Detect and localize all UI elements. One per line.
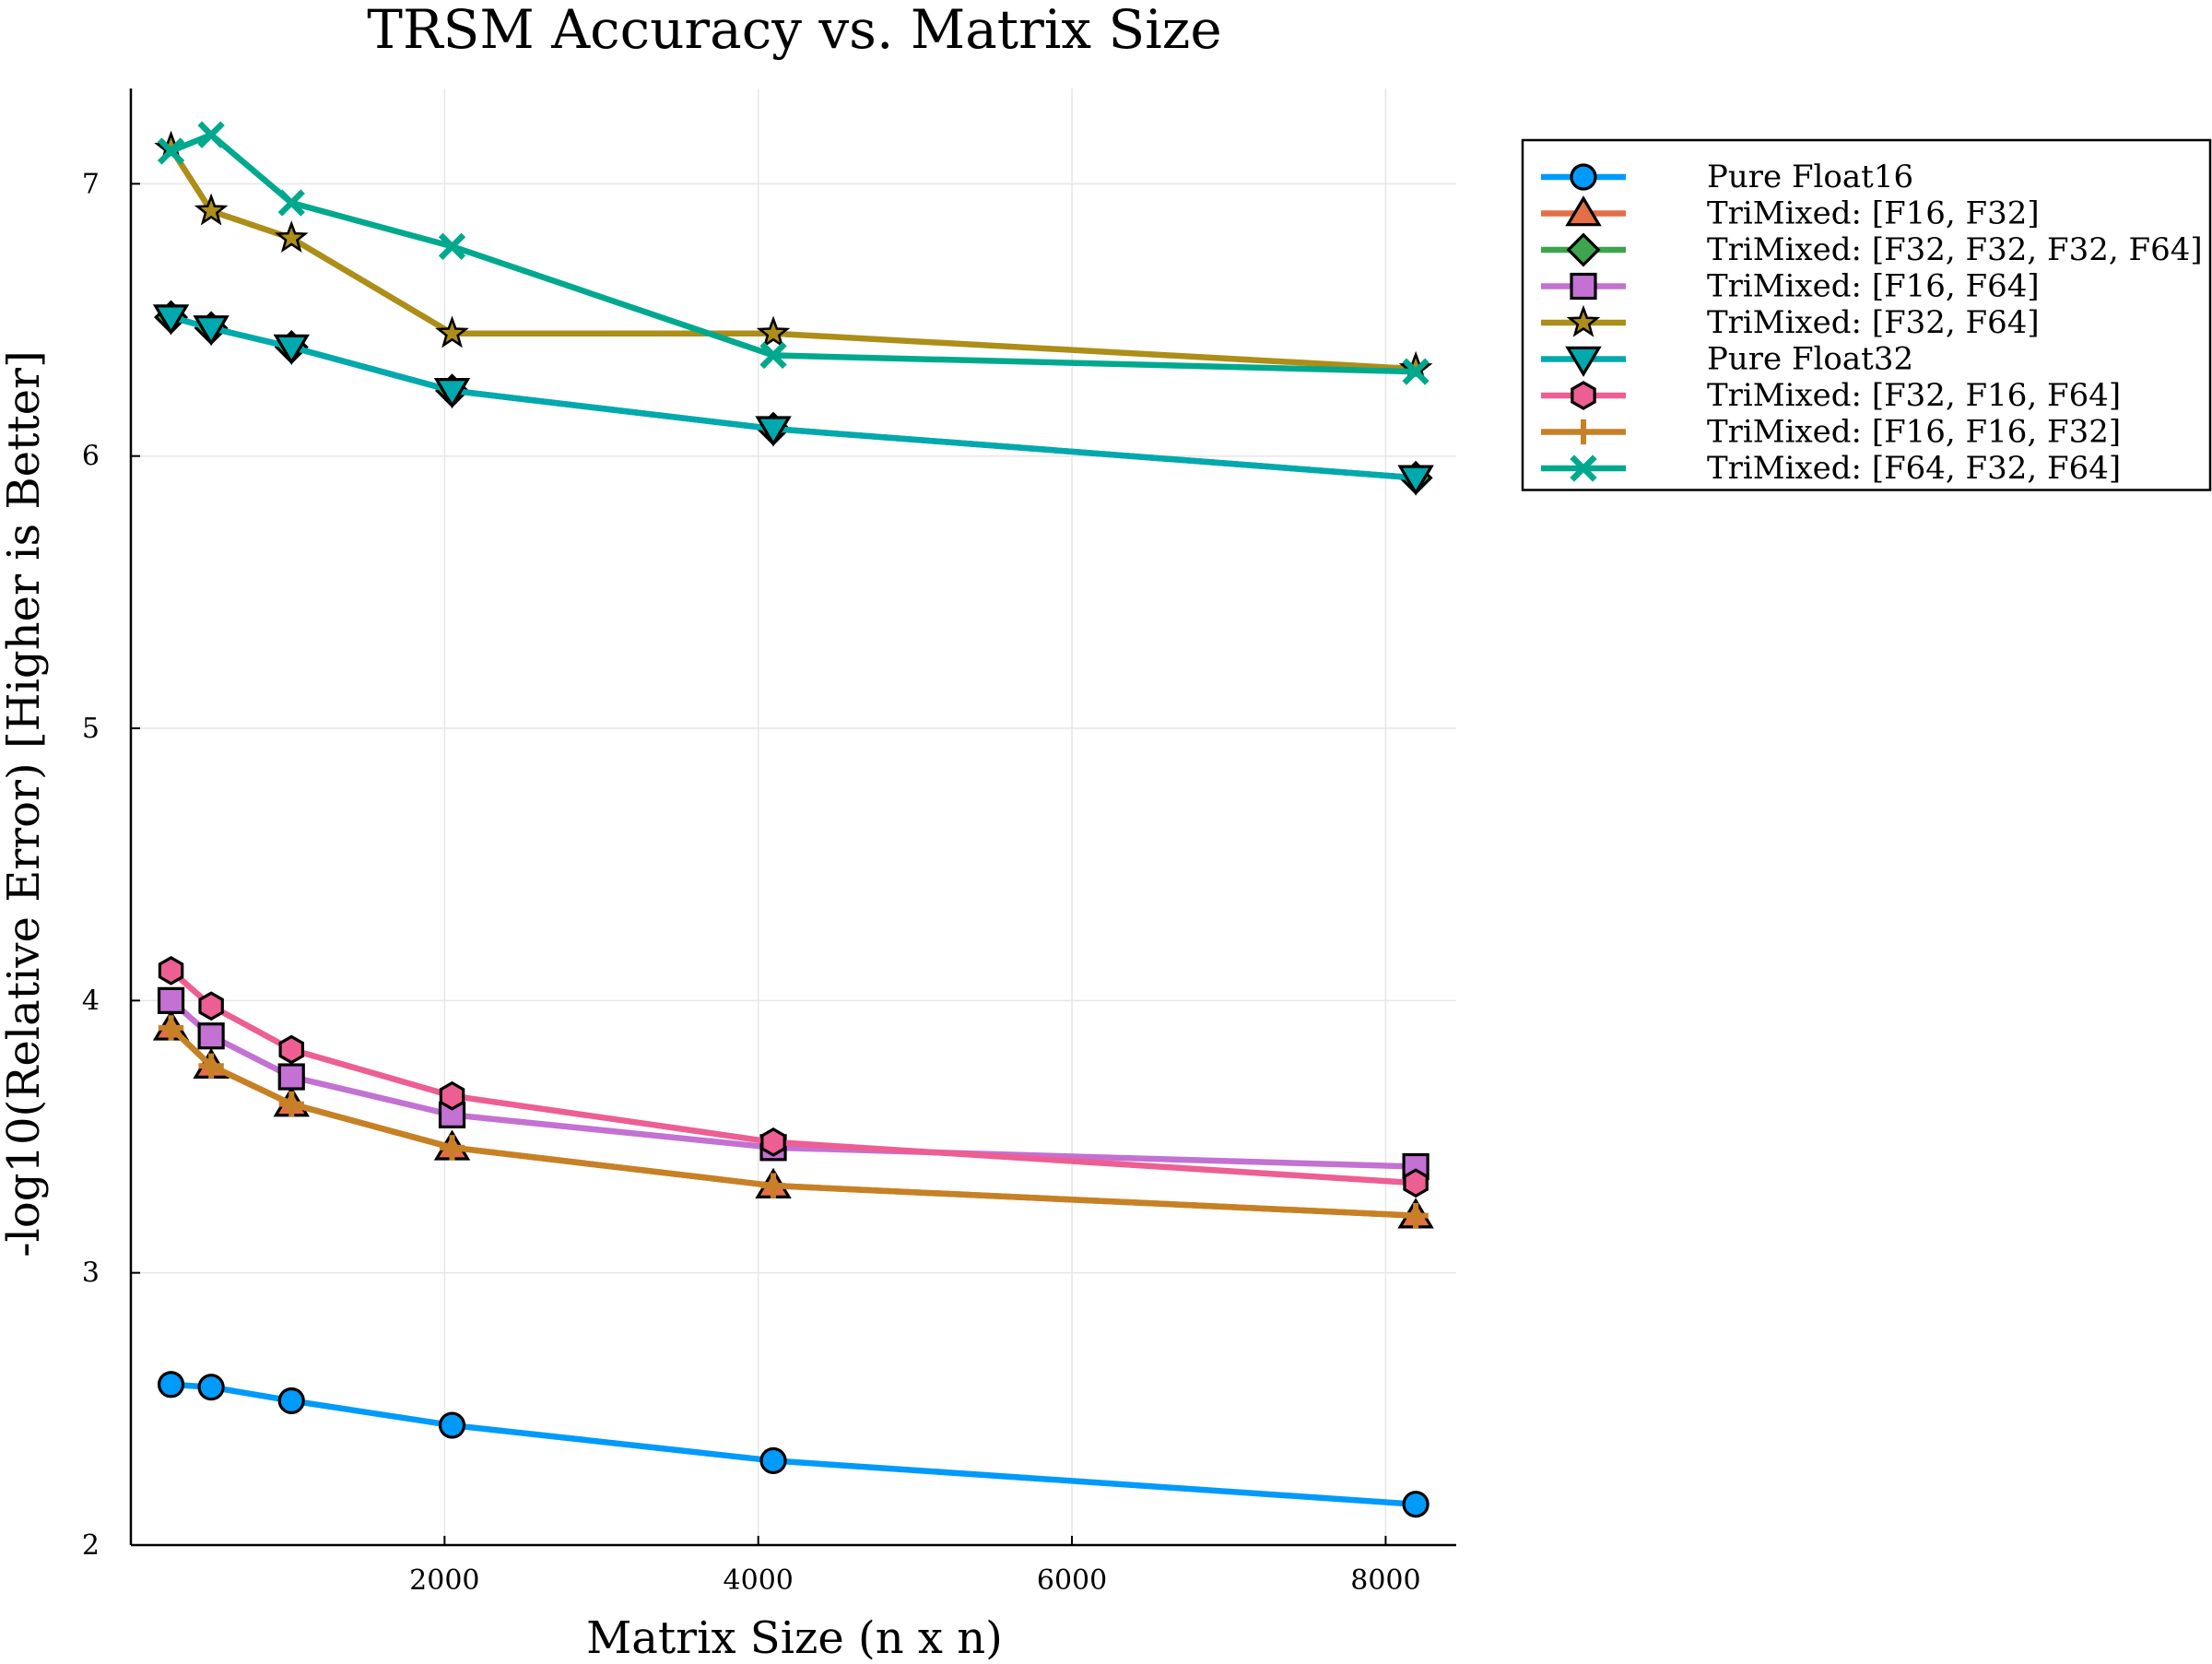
chart-title: TRSM Accuracy vs. Matrix Size xyxy=(367,0,1221,61)
legend-label: TriMixed: [F32, F32, F32, F64] xyxy=(1707,231,2203,268)
data-point xyxy=(755,416,792,447)
y-axis-title: -log10(Relative Error) [Higher is Better… xyxy=(0,350,50,1257)
data-point xyxy=(438,232,466,260)
legend-marker xyxy=(1570,454,1597,482)
legend-item: TriMixed: [F64, F32, F64] xyxy=(1541,450,2121,487)
y-tick-label: 2 xyxy=(82,1529,100,1562)
legend-label: Pure Float32 xyxy=(1707,341,1913,378)
data-point xyxy=(273,334,310,365)
x-tick-label: 2000 xyxy=(409,1564,479,1597)
tick-labels: 2000 4000 6000 8000 2 3 4 5 6 7 xyxy=(82,168,1421,1597)
data-point xyxy=(198,991,224,1021)
data-point xyxy=(1397,465,1434,496)
legend-item: TriMixed: [F32, F32, F32, F64] xyxy=(1541,231,2203,268)
data-point xyxy=(157,1371,185,1398)
series-7 xyxy=(158,955,1429,1198)
legend-label: Pure Float16 xyxy=(1707,159,1913,195)
axes xyxy=(129,89,1456,1547)
x-tick-label: 8000 xyxy=(1350,1564,1420,1597)
grid xyxy=(131,89,1456,1546)
legend-label: TriMixed: [F16, F64] xyxy=(1707,268,2040,305)
data-point xyxy=(439,1080,465,1111)
data-point xyxy=(197,1022,225,1050)
data-point xyxy=(439,1135,465,1161)
data-point xyxy=(198,1053,224,1079)
legend-item: Pure Float32 xyxy=(1541,341,1913,378)
legend-item: TriMixed: [F16, F16, F32] xyxy=(1541,414,2121,451)
legend-item: Pure Float16 xyxy=(1541,159,1913,195)
legend-item: TriMixed: [F32, F64] xyxy=(1541,304,2040,341)
data-point xyxy=(194,193,229,226)
data-point xyxy=(197,1374,225,1401)
legend-label: TriMixed: [F16, F16, F32] xyxy=(1707,414,2121,451)
y-tick-label: 5 xyxy=(82,713,100,745)
data-point xyxy=(277,1063,305,1091)
legend-label: TriMixed: [F16, F32] xyxy=(1707,195,2040,232)
data-point xyxy=(438,1411,466,1439)
data-point xyxy=(277,1387,305,1415)
data-point xyxy=(274,220,309,254)
series-9 xyxy=(157,121,1430,385)
data-point xyxy=(152,304,190,336)
data-point xyxy=(1403,1168,1429,1198)
series-line xyxy=(168,1024,1419,1219)
legend-marker xyxy=(1570,272,1597,301)
y-tick-label: 4 xyxy=(82,985,100,1017)
legend-label: TriMixed: [F32, F64] xyxy=(1707,304,2040,341)
data-point xyxy=(1403,1203,1429,1229)
y-tick-label: 7 xyxy=(82,168,100,200)
legend-marker xyxy=(1571,381,1596,410)
series-line xyxy=(168,145,1419,372)
series-6 xyxy=(152,304,1434,496)
data-point xyxy=(1402,1491,1430,1518)
data-point xyxy=(158,955,184,985)
data-point xyxy=(277,189,305,217)
data-point xyxy=(433,378,471,409)
y-tick-label: 6 xyxy=(82,441,100,473)
x-tick-label: 6000 xyxy=(1037,1564,1107,1597)
data-point xyxy=(157,986,185,1014)
y-tick-label: 3 xyxy=(82,1257,100,1290)
data-point xyxy=(197,121,225,148)
legend-marker xyxy=(1565,346,1602,377)
data-point xyxy=(278,1091,304,1117)
series-group xyxy=(152,121,1434,1518)
legend-box xyxy=(1521,138,2212,491)
data-point xyxy=(759,341,787,370)
legend-marker xyxy=(1565,195,1602,227)
data-point xyxy=(1402,358,1430,385)
legend-label: TriMixed: [F32, F16, F64] xyxy=(1707,377,2121,414)
legend-marker xyxy=(1566,304,1601,337)
legend-item: TriMixed: [F16, F64] xyxy=(1541,268,2040,305)
series-1 xyxy=(157,1371,1430,1518)
data-point xyxy=(157,137,185,165)
data-point xyxy=(193,315,229,347)
data-point xyxy=(756,315,791,348)
data-point xyxy=(158,1015,184,1041)
x-tick-label: 4000 xyxy=(724,1564,794,1597)
legend-item: TriMixed: [F16, F32] xyxy=(1541,195,2040,232)
x-axis-title: Matrix Size (n x n) xyxy=(586,1612,1003,1659)
series-8 xyxy=(158,1015,1429,1229)
data-point xyxy=(759,1446,787,1475)
data-point xyxy=(760,1173,786,1198)
data-point xyxy=(760,1127,786,1157)
legend-marker xyxy=(1566,232,1601,267)
legend-marker xyxy=(1570,163,1597,191)
legend-marker xyxy=(1571,419,1596,445)
legend-item: TriMixed: [F32, F16, F64] xyxy=(1541,377,2121,414)
data-point xyxy=(435,315,469,348)
data-point xyxy=(278,1034,305,1065)
legend-label: TriMixed: [F64, F32, F64] xyxy=(1707,450,2121,487)
